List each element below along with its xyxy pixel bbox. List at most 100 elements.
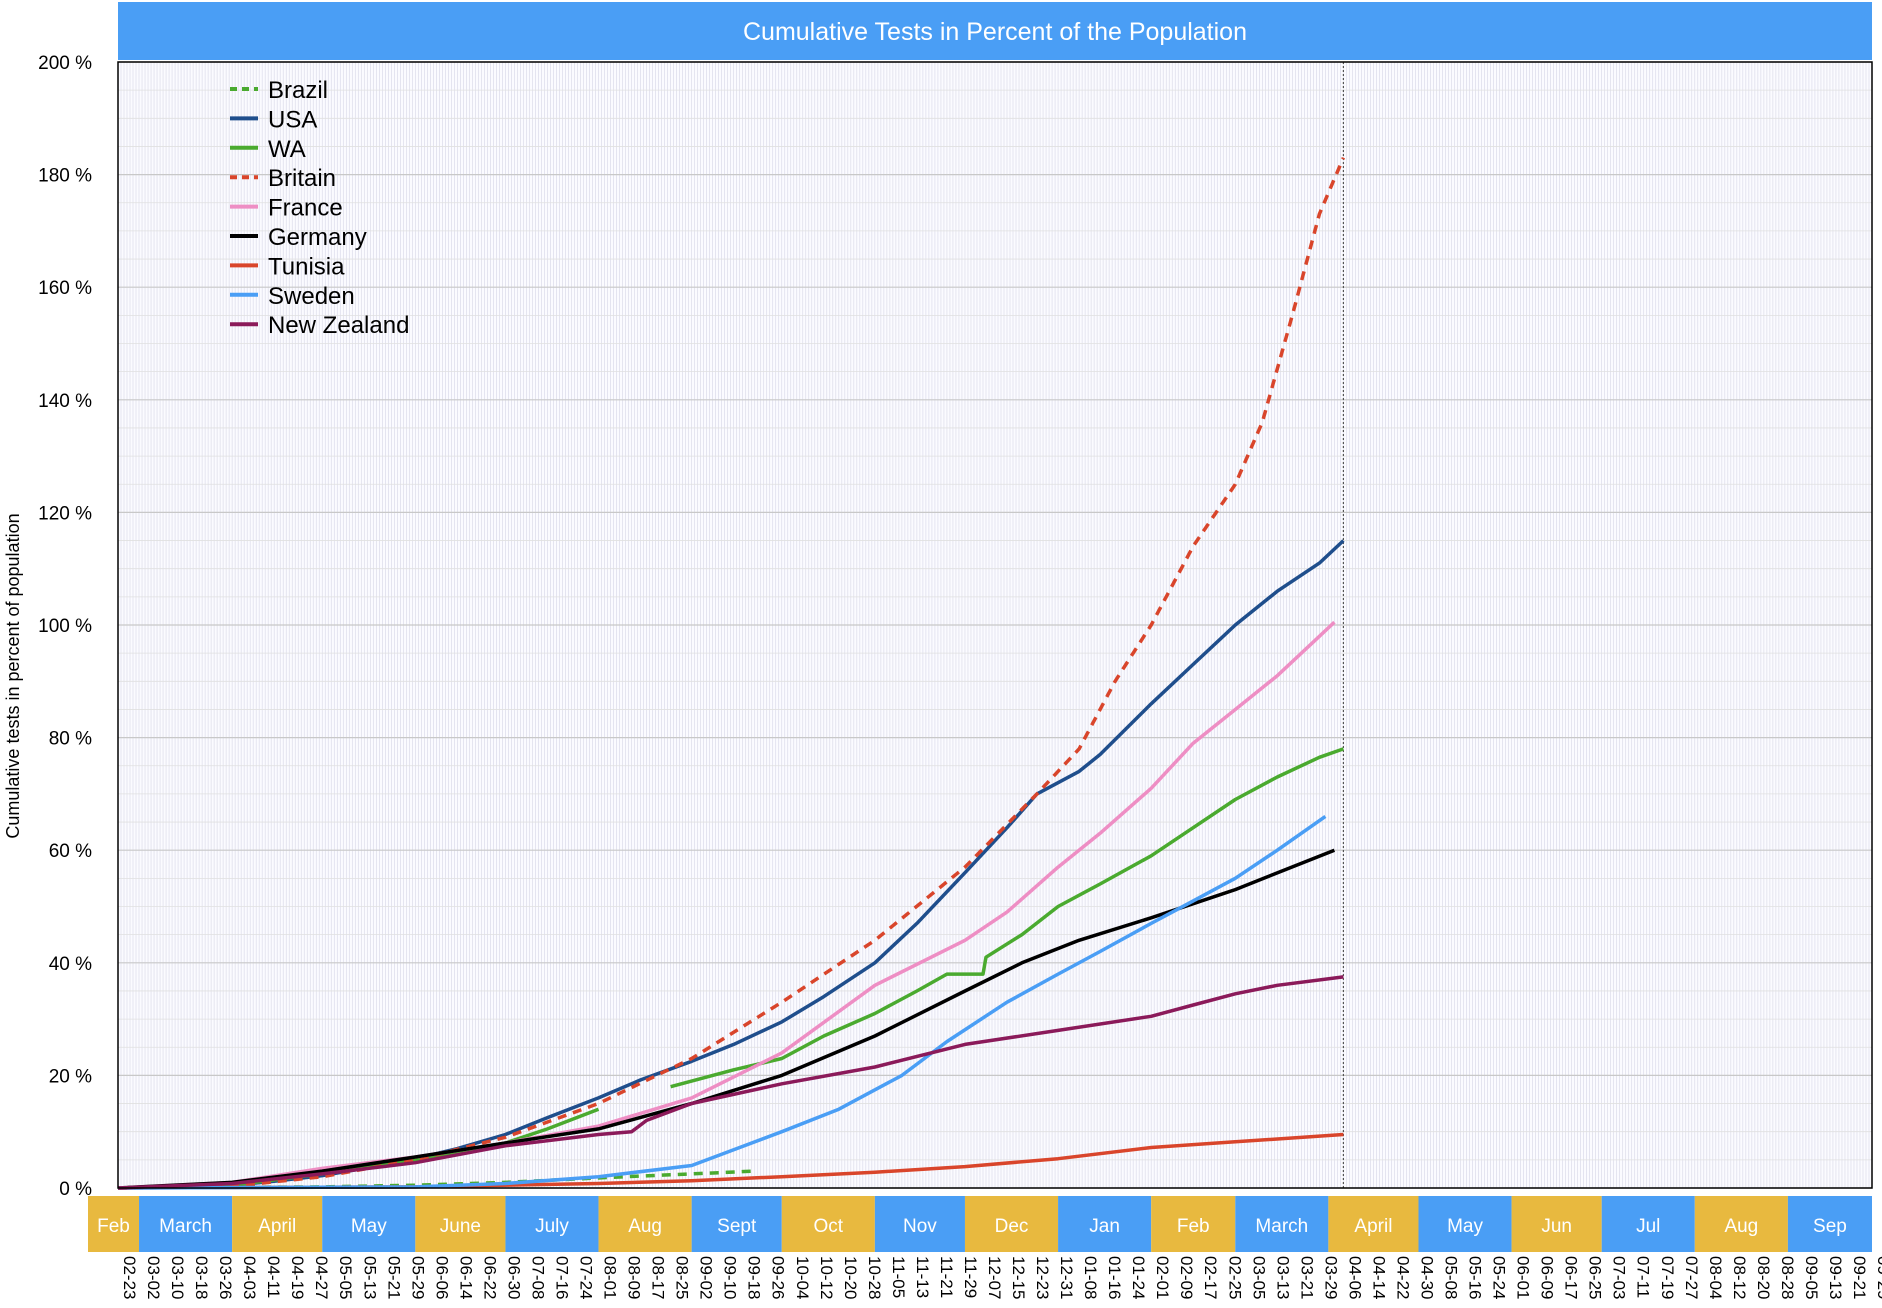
legend-label: New Zealand <box>268 312 409 339</box>
date-tick-label: 03-26 <box>216 1256 235 1299</box>
date-tick-label: 06-01 <box>1514 1256 1533 1299</box>
legend-label: Germany <box>268 224 367 251</box>
date-tick-label: 11-21 <box>937 1256 956 1298</box>
date-tick-label: 06-06 <box>432 1256 451 1299</box>
month-label: Jan <box>1089 1216 1120 1237</box>
legend-label: Sweden <box>268 283 355 310</box>
month-label: Feb <box>1177 1216 1210 1237</box>
date-tick-label: 07-11 <box>1634 1256 1653 1298</box>
legend-label: France <box>268 195 343 222</box>
y-tick-label: 80 % <box>49 729 92 750</box>
series <box>117 157 1346 1190</box>
y-tick-label: 100 % <box>38 616 92 637</box>
date-tick-label: 09-29 <box>1874 1256 1882 1299</box>
date-tick-label: 08-04 <box>1706 1256 1725 1299</box>
month-label: July <box>535 1216 569 1237</box>
date-tick-label: 09-05 <box>1802 1256 1821 1299</box>
date-tick-label: 06-22 <box>480 1256 499 1299</box>
month-label: Jul <box>1636 1216 1660 1237</box>
month-label: April <box>1354 1216 1392 1237</box>
month-band <box>232 1196 323 1252</box>
date-tick-label: 04-14 <box>1369 1256 1388 1299</box>
month-label: May <box>351 1216 387 1237</box>
month-label: Oct <box>814 1216 844 1237</box>
month-band <box>1058 1196 1152 1252</box>
y-tick-label: 120 % <box>38 503 92 524</box>
date-tick-label: 11-13 <box>913 1256 932 1298</box>
month-band <box>598 1196 692 1252</box>
month-bar: Feb March April May June July Aug Sept Oct Nov Dec… <box>88 1196 1872 1252</box>
date-tick-label: 04-03 <box>240 1256 259 1299</box>
month-label: Aug <box>628 1216 662 1237</box>
date-tick-label: 08-25 <box>673 1256 692 1299</box>
series-line-germany <box>117 848 1336 1190</box>
date-tick-label: 06-09 <box>1538 1256 1557 1299</box>
date-tick-label: 10-20 <box>841 1256 860 1299</box>
date-tick-label: 06-17 <box>1562 1256 1581 1299</box>
date-tick-label: 07-19 <box>1658 1256 1677 1299</box>
month-band <box>505 1196 599 1252</box>
month-label: May <box>1447 1216 1483 1237</box>
date-tick-label: 05-13 <box>360 1256 379 1299</box>
date-tick-label: 08-28 <box>1778 1256 1797 1299</box>
date-tick-label: 03-13 <box>1273 1256 1292 1299</box>
month-band <box>1418 1196 1512 1252</box>
date-tick-label: 11-29 <box>961 1256 980 1298</box>
date-tick-label: 08-20 <box>1754 1256 1773 1299</box>
date-tick-label: 06-30 <box>504 1256 523 1299</box>
legend-label: Britain <box>268 165 336 192</box>
y-tick-label: 40 % <box>49 954 92 975</box>
y-tick-label: 140 % <box>38 391 92 412</box>
month-label: March <box>1255 1216 1308 1237</box>
month-label: Jun <box>1541 1216 1572 1237</box>
date-tick-label: 03-05 <box>1249 1256 1268 1299</box>
date-tick-label: 03-02 <box>144 1256 163 1299</box>
date-tick-label: 05-05 <box>336 1256 355 1299</box>
date-tick-label: 03-18 <box>192 1256 211 1299</box>
date-tick-label: 12-31 <box>1057 1256 1076 1299</box>
date-tick-label: 09-02 <box>697 1256 716 1299</box>
date-tick-label: 04-11 <box>264 1256 283 1298</box>
y-tick-label: 60 % <box>49 841 92 862</box>
date-tick-label: 06-14 <box>456 1256 475 1299</box>
month-band <box>1151 1196 1236 1252</box>
date-tick-label: 10-12 <box>817 1256 836 1299</box>
date-tick-label: 08-09 <box>625 1256 644 1299</box>
date-tick-label: 07-27 <box>1682 1256 1701 1299</box>
date-tick-label: 08-01 <box>601 1256 620 1299</box>
y-tick-label: 160 % <box>38 278 92 299</box>
date-tick-label: 04-22 <box>1394 1256 1413 1299</box>
series-line-wa <box>670 747 1344 1089</box>
date-tick-label: 09-13 <box>1826 1256 1845 1299</box>
month-band <box>1787 1196 1872 1252</box>
date-tick-label: 01-24 <box>1129 1256 1148 1299</box>
date-tick-label: 07-16 <box>553 1256 572 1299</box>
month-band <box>781 1196 875 1252</box>
date-tick-label: 02-17 <box>1201 1256 1220 1299</box>
date-tick-label: 04-30 <box>1418 1256 1437 1299</box>
date-tick-label: 02-23 <box>120 1256 139 1299</box>
date-tick-label: 07-24 <box>577 1256 596 1299</box>
month-band <box>691 1196 782 1252</box>
date-tick-label: 05-24 <box>1490 1256 1509 1299</box>
month-band <box>88 1196 140 1252</box>
month-band <box>1235 1196 1329 1252</box>
month-band <box>1511 1196 1602 1252</box>
date-tick-label: 03-29 <box>1321 1256 1340 1299</box>
date-tick-label: 01-08 <box>1081 1256 1100 1299</box>
month-label: Feb <box>97 1216 130 1237</box>
date-tick-label: 08-12 <box>1730 1256 1749 1299</box>
legend-label: Brazil <box>268 77 328 104</box>
date-tick-label: 10-28 <box>865 1256 884 1299</box>
date-tick-label: 07-03 <box>1610 1256 1629 1299</box>
date-tick-label: 05-21 <box>384 1256 403 1299</box>
date-tick-label: 02-01 <box>1153 1256 1172 1299</box>
legend-label: Tunisia <box>268 253 345 280</box>
grid <box>117 61 1873 1189</box>
month-label: Dec <box>995 1216 1029 1237</box>
month-band <box>1328 1196 1419 1252</box>
date-tick-label: 12-07 <box>985 1256 1004 1299</box>
month-label: Sep <box>1813 1216 1847 1237</box>
